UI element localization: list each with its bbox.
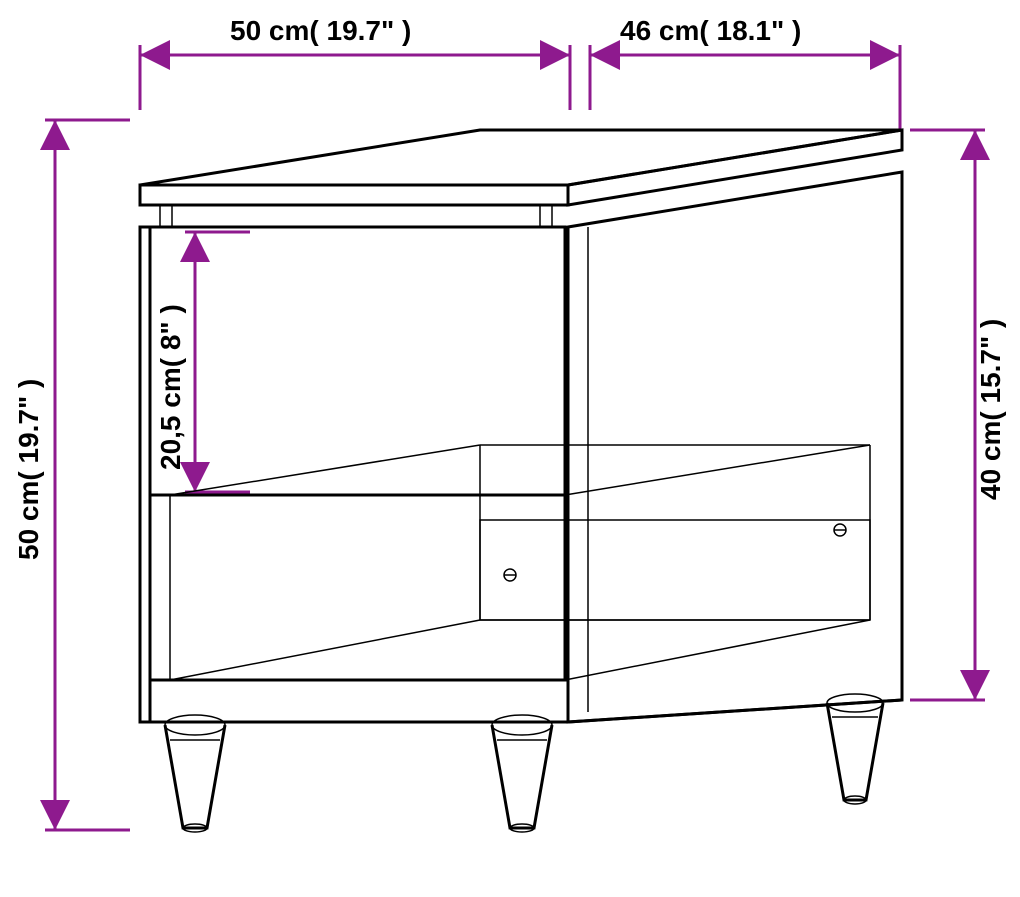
height-right-label: 40 cm( 15.7" ) (975, 319, 1006, 500)
dimension-height-left: 50 cm( 19.7" ) (13, 120, 130, 830)
diagram-container: 50 cm( 19.7" ) 46 cm( 18.1" ) 50 cm( 19.… (0, 0, 1020, 897)
furniture-leg-front-right (492, 715, 552, 832)
furniture-diagram: 50 cm( 19.7" ) 46 cm( 18.1" ) 50 cm( 19.… (0, 0, 1020, 897)
dimension-height-right: 40 cm( 15.7" ) (910, 130, 1006, 700)
dimension-depth: 46 cm( 18.1" ) (590, 15, 900, 130)
furniture-leg-front-left (165, 715, 225, 832)
drawer-height-label: 20,5 cm( 8" ) (155, 304, 186, 470)
dimension-width: 50 cm( 19.7" ) (140, 15, 570, 110)
height-left-label: 50 cm( 19.7" ) (13, 379, 44, 560)
dimension-drawer: 20,5 cm( 8" ) (155, 232, 250, 492)
furniture-leg-back-right (827, 694, 883, 804)
width-label: 50 cm( 19.7" ) (230, 15, 411, 46)
depth-label: 46 cm( 18.1" ) (620, 15, 801, 46)
furniture-body (140, 130, 902, 832)
